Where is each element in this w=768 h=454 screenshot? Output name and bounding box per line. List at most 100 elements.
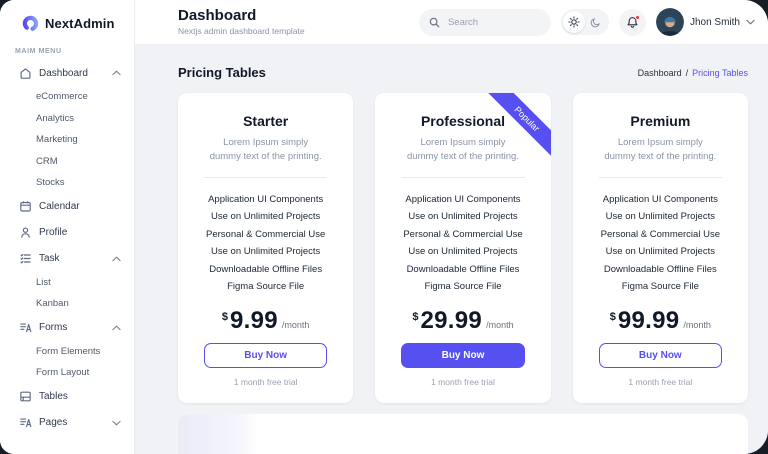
feature-item: Personal & Commercial Use — [206, 228, 326, 240]
feature-item: Application UI Components — [602, 193, 718, 205]
trial-note: 1 month free trial — [628, 376, 693, 387]
price-period: /month — [281, 319, 310, 330]
sidebar-item-pages[interactable]: Pages — [0, 410, 134, 436]
breadcrumb-dashboard-link[interactable]: Dashboard — [637, 67, 682, 78]
buy-now-button-starter[interactable]: Buy Now — [204, 342, 328, 368]
theme-toggle[interactable] — [560, 9, 609, 35]
main-area: Dashboard Nextjs admin dashboard templat… — [135, 0, 768, 454]
task-icon — [19, 252, 32, 265]
sun-icon — [568, 16, 580, 28]
feature-item: Use on Unlimited Projects — [408, 246, 518, 258]
feature-item: Use on Unlimited Projects — [408, 211, 518, 223]
sidebar-item-label: Forms — [39, 322, 68, 333]
trial-note: 1 month free trial — [431, 376, 495, 387]
tables-icon — [19, 390, 32, 403]
bell-icon — [626, 16, 639, 29]
price-amount: 9.99 — [230, 306, 278, 334]
content: Pricing Tables Dashboard / Pricing Table… — [135, 45, 768, 454]
chevron-up-icon — [112, 70, 121, 76]
sidebar-item-profile[interactable]: Profile — [0, 220, 134, 246]
dark-mode-button[interactable] — [585, 11, 607, 33]
sidebar-item-label: Dashboard — [39, 67, 88, 79]
sidebar-subitem-crm[interactable]: CRM — [36, 155, 58, 167]
breadcrumb-separator: / — [685, 67, 689, 78]
placeholder-panel — [178, 414, 260, 454]
sidebar-subitem-analytics[interactable]: Analytics — [36, 112, 75, 124]
logo[interactable]: NextAdmin — [0, 0, 134, 32]
calendar-icon — [19, 200, 32, 213]
feature-item: Downloadable Offline Files — [406, 263, 520, 275]
sidebar-item-calendar[interactable]: Calendar — [0, 194, 134, 220]
sidebar-item-label: Task — [39, 253, 60, 264]
feature-item: Use on Unlimited Projects — [211, 246, 321, 258]
price-amount: 29.99 — [420, 306, 483, 334]
sidebar-subitem-form-layout[interactable]: Form Layout — [36, 367, 90, 379]
pages-icon — [19, 416, 32, 429]
chevron-down-icon — [746, 19, 755, 25]
sidebar-subitem-kanban[interactable]: Kanban — [36, 298, 69, 310]
sidebar-subitem-marketing[interactable]: Marketing — [36, 134, 78, 146]
price-currency: $ — [221, 310, 228, 323]
light-mode-button[interactable] — [562, 11, 585, 33]
buy-now-button-premium[interactable]: Buy Now — [598, 342, 722, 368]
pricing-card-professional: Popular Professional Lorem Ipsum simply du… — [375, 93, 551, 403]
plan-name: Premium — [630, 113, 691, 129]
notifications-button[interactable] — [618, 8, 646, 36]
notification-dot — [634, 14, 640, 20]
price-period: /month — [486, 319, 514, 330]
feature-item: Figma Source File — [227, 281, 305, 293]
search-input[interactable] — [445, 15, 541, 29]
logo-text: NextAdmin — [45, 16, 115, 31]
moon-icon — [590, 17, 601, 28]
trial-note: 1 month free trial — [233, 376, 298, 387]
divider — [401, 176, 525, 178]
price-amount: 99.99 — [617, 306, 680, 334]
pricing-cards: Starter Lorem Ipsum simply dummy text of … — [178, 93, 748, 403]
search-box[interactable] — [418, 8, 551, 36]
sidebar-item-label: Tables — [39, 391, 68, 402]
plan-name: Starter — [243, 113, 289, 129]
price-currency: $ — [412, 310, 419, 323]
sidebar-item-forms[interactable]: Forms — [0, 315, 134, 341]
feature-item: Application UI Components — [208, 193, 324, 205]
search-icon — [429, 17, 440, 28]
page-header-title: Dashboard — [178, 6, 257, 24]
price-period: /month — [683, 319, 711, 330]
sidebar-subitem-stocks[interactable]: Stocks — [36, 177, 65, 189]
plan-description: Lorem Ipsum simply dummy text of the pri… — [407, 137, 519, 162]
avatar — [655, 8, 684, 36]
price: $99.99/month — [573, 306, 748, 334]
feature-list: Application UI Components Use on Unlimite… — [375, 191, 550, 296]
chevron-down-icon — [112, 420, 121, 426]
sidebar-item-label: Calendar — [39, 201, 80, 212]
feature-item: Figma Source File — [621, 281, 699, 293]
feature-item: Use on Unlimited Projects — [605, 246, 715, 258]
header-titles: Dashboard Nextjs admin dashboard templat… — [178, 6, 305, 36]
feature-list: Application UI Components Use on Unlimite… — [178, 191, 353, 296]
breadcrumb: Dashboard / Pricing Tables — [638, 68, 748, 78]
breadcrumb-current[interactable]: Pricing Tables — [692, 67, 748, 78]
buy-now-button-professional[interactable]: Buy Now — [401, 342, 525, 368]
sidebar-item-dashboard[interactable]: Dashboard — [0, 60, 134, 86]
price: $9.99/month — [178, 306, 353, 334]
sidebar-subitem-list[interactable]: List — [36, 276, 51, 288]
sidebar-item-task[interactable]: Task — [0, 246, 134, 272]
sidebar-subitem-form-elements[interactable]: Form Elements — [36, 345, 101, 357]
profile-icon — [19, 226, 32, 239]
feature-list: Application UI Components Use on Unlimite… — [573, 191, 748, 296]
user-menu[interactable]: Jhon Smith — [655, 8, 755, 36]
sidebar-item-label: Pages — [39, 417, 68, 428]
header: Dashboard Nextjs admin dashboard templat… — [135, 0, 768, 45]
plan-description: Lorem Ipsum simply dummy text of the pri… — [209, 137, 322, 162]
chevron-up-icon — [112, 325, 121, 331]
divider — [204, 176, 328, 178]
dashboard-icon — [19, 67, 32, 80]
sidebar-item-tables[interactable]: Tables — [0, 384, 134, 410]
plan-description: Lorem Ipsum simply dummy text of the pri… — [604, 137, 717, 162]
nextadmin-logo-icon — [22, 15, 39, 32]
sidebar-subitem-ecommerce[interactable]: eCommerce — [36, 91, 88, 103]
sidebar-section-label: MAIM MENU — [15, 48, 62, 55]
feature-item: Downloadable Offline Files — [209, 263, 323, 275]
divider — [598, 176, 722, 178]
